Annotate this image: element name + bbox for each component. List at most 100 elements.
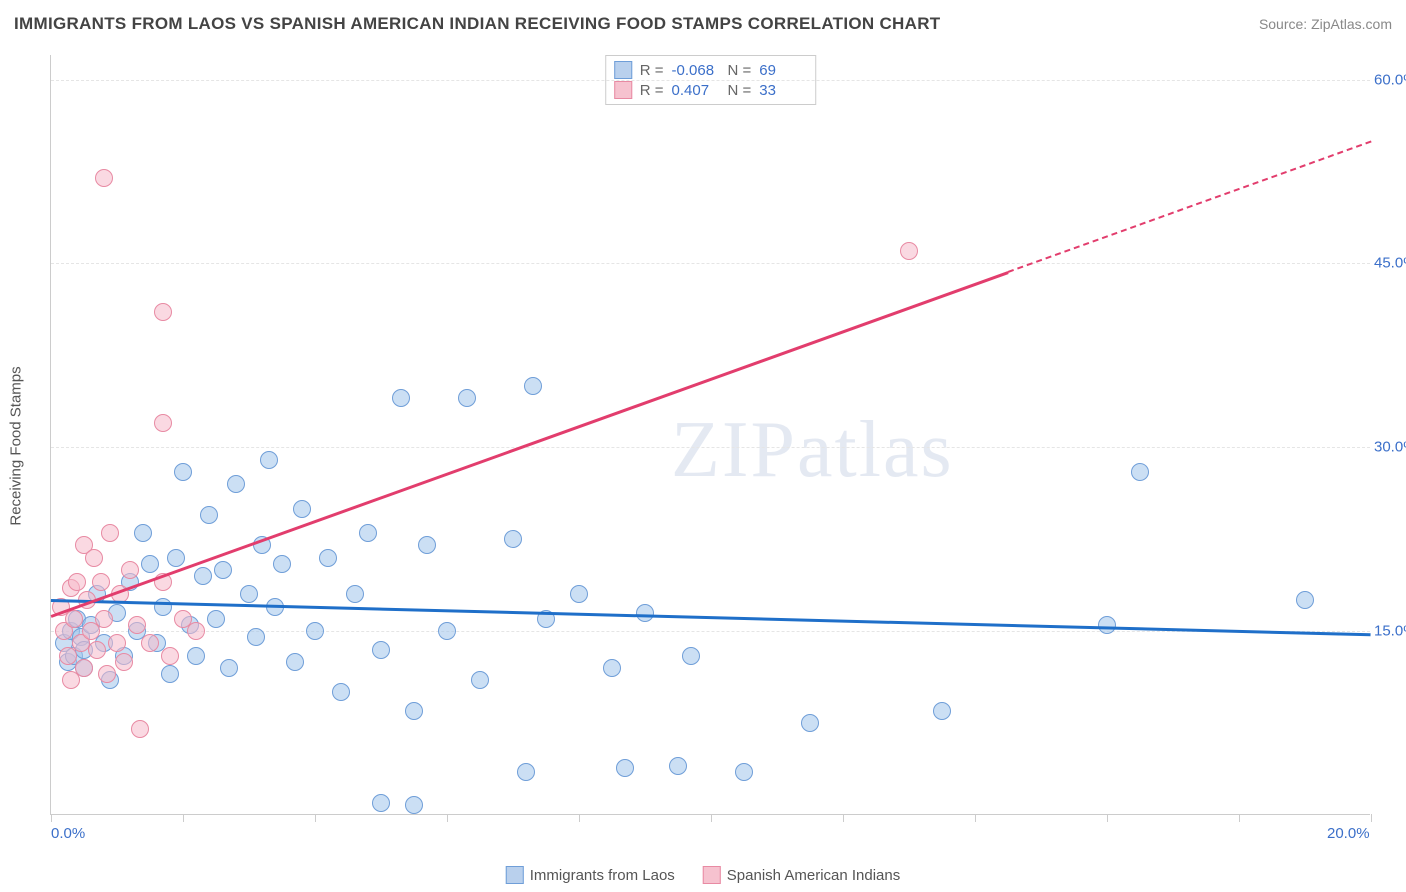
scatter-point-laos [603,659,621,677]
scatter-point-laos [735,763,753,781]
legend-label: Spanish American Indians [727,867,900,884]
scatter-point-spanish [131,720,149,738]
stats-row: R = 0.407 N = 33 [614,80,808,100]
scatter-point-spanish [115,653,133,671]
scatter-point-laos [194,567,212,585]
scatter-point-spanish [98,665,116,683]
scatter-point-laos [247,628,265,646]
scatter-point-laos [682,647,700,665]
stat-r-value: -0.068 [672,62,720,79]
stat-label: R = [640,62,664,79]
scatter-point-spanish [141,634,159,652]
chart-title: IMMIGRANTS FROM LAOS VS SPANISH AMERICAN… [14,14,940,34]
scatter-point-spanish [187,622,205,640]
x-tick [447,814,448,822]
scatter-point-spanish [900,242,918,260]
x-tick [1107,814,1108,822]
scatter-point-spanish [88,641,106,659]
x-tick [1239,814,1240,822]
scatter-point-spanish [85,549,103,567]
x-tick [51,814,52,822]
y-tick-label: 15.0% [1374,623,1406,640]
x-tick-label: 0.0% [51,825,85,842]
scatter-point-laos [319,549,337,567]
scatter-point-laos [220,659,238,677]
x-tick [975,814,976,822]
scatter-point-laos [214,561,232,579]
scatter-point-laos [273,555,291,573]
scatter-point-spanish [154,414,172,432]
scatter-point-laos [154,598,172,616]
scatter-point-laos [418,536,436,554]
legend-label: Immigrants from Laos [530,867,675,884]
scatter-point-laos [458,389,476,407]
stat-r-value: 0.407 [672,82,720,99]
scatter-point-laos [405,702,423,720]
chart-plot-area: ZIPatlas R = -0.068 N = 69 R = 0.407 N =… [50,55,1370,815]
scatter-point-laos [471,671,489,689]
legend-item: Spanish American Indians [703,866,900,884]
scatter-point-laos [933,702,951,720]
trendline [1008,141,1372,273]
x-tick [183,814,184,822]
scatter-point-laos [636,604,654,622]
scatter-point-laos [207,610,225,628]
scatter-point-laos [187,647,205,665]
scatter-point-laos [438,622,456,640]
stat-n-value: 69 [759,62,807,79]
scatter-point-laos [616,759,634,777]
stats-row: R = -0.068 N = 69 [614,60,808,80]
scatter-point-spanish [92,573,110,591]
scatter-point-laos [1296,591,1314,609]
scatter-point-spanish [101,524,119,542]
x-tick [1371,814,1372,822]
scatter-point-laos [570,585,588,603]
scatter-point-laos [1098,616,1116,634]
scatter-point-laos [517,763,535,781]
scatter-point-spanish [75,659,93,677]
scatter-point-laos [161,665,179,683]
x-tick [579,814,580,822]
stat-n-value: 33 [759,82,807,99]
trendline [51,271,1009,617]
scatter-point-laos [174,463,192,481]
scatter-point-spanish [128,616,146,634]
legend-swatch [703,866,721,884]
bottom-legend: Immigrants from Laos Spanish American In… [506,866,900,884]
legend-swatch [614,81,632,99]
scatter-point-spanish [121,561,139,579]
scatter-point-laos [1131,463,1149,481]
gridline [51,263,1370,264]
scatter-point-laos [134,524,152,542]
scatter-point-laos [372,641,390,659]
x-tick [711,814,712,822]
scatter-point-spanish [95,610,113,628]
scatter-point-spanish [154,303,172,321]
scatter-point-laos [669,757,687,775]
scatter-point-laos [372,794,390,812]
scatter-point-laos [141,555,159,573]
scatter-point-laos [167,549,185,567]
scatter-point-spanish [65,610,83,628]
stat-label: N = [728,82,752,99]
stat-label: R = [640,82,664,99]
scatter-point-spanish [68,573,86,591]
watermark: ZIPatlas [671,405,954,496]
legend-swatch [614,61,632,79]
scatter-point-laos [801,714,819,732]
stat-label: N = [728,62,752,79]
y-tick-label: 45.0% [1374,255,1406,272]
gridline [51,447,1370,448]
scatter-point-laos [405,796,423,814]
scatter-point-laos [359,524,377,542]
legend-swatch [506,866,524,884]
scatter-point-laos [306,622,324,640]
legend-item: Immigrants from Laos [506,866,675,884]
scatter-point-laos [200,506,218,524]
scatter-point-laos [332,683,350,701]
x-tick [315,814,316,822]
scatter-point-laos [240,585,258,603]
scatter-point-laos [524,377,542,395]
x-tick [843,814,844,822]
scatter-point-laos [504,530,522,548]
